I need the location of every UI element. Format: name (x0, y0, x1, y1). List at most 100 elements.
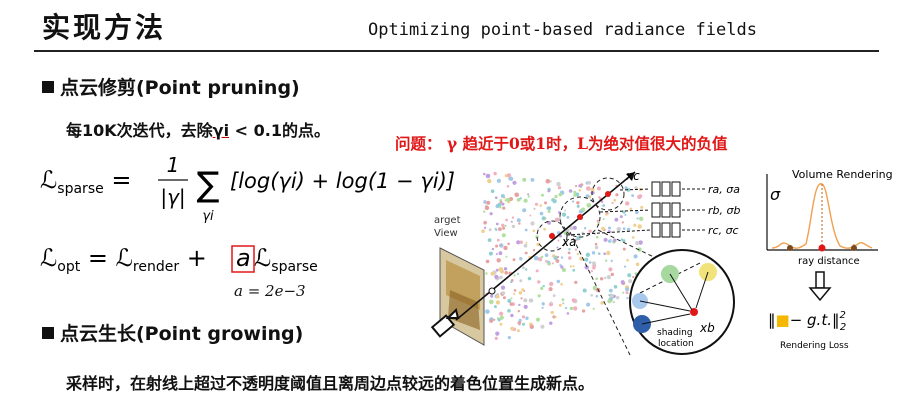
cloud-point (556, 279, 560, 284)
cloud-point (571, 298, 576, 303)
cloud-point (635, 241, 640, 246)
cloud-point (513, 289, 517, 292)
shading-label-1: shading (657, 328, 693, 338)
cloud-point (556, 246, 559, 249)
cloud-point (569, 265, 573, 268)
point-nerf-figure: arget View xc xa ra, (430, 168, 893, 356)
cloud-point (635, 210, 639, 215)
cloud-point (483, 226, 487, 229)
cloud-point (550, 301, 553, 304)
cloud-point (513, 292, 516, 295)
cloud-point (573, 193, 577, 197)
cloud-point (565, 240, 568, 243)
cloud-point (512, 258, 516, 262)
cloud-point (523, 298, 528, 303)
cloud-point (598, 196, 601, 199)
cloud-point (490, 271, 495, 276)
cloud-point (622, 247, 626, 251)
cloud-point (533, 256, 539, 261)
cloud-point (495, 300, 501, 305)
cloud-point (595, 235, 599, 239)
cloud-point (528, 298, 533, 303)
bullet-square-icon (42, 80, 54, 93)
cloud-point (498, 251, 503, 256)
cloud-point (557, 239, 560, 242)
cloud-point (549, 180, 552, 183)
formula-sum-sub: γi (202, 209, 214, 224)
cloud-point (541, 306, 544, 309)
page-title: 实现方法 (42, 11, 167, 44)
pruning-description: 每10K次迭代，去除γi < 0.1的点。 (66, 121, 330, 140)
cloud-point (505, 197, 511, 202)
cloud-point (584, 265, 589, 270)
cloud-point (494, 336, 498, 340)
sparse-loss-formula: ℒsparse = 1 |γ| ∑ γi [log(γi) + log(1 − … (40, 153, 455, 224)
cloud-point (558, 303, 562, 307)
cloud-point (578, 184, 582, 188)
cloud-point (522, 322, 525, 326)
cloud-point (542, 284, 545, 288)
cloud-point (595, 294, 599, 298)
cloud-point (537, 280, 541, 284)
cloud-point (549, 321, 553, 325)
label-ra-sigma: ra, σa (708, 183, 740, 196)
cloud-point (529, 324, 534, 329)
cloud-point (487, 178, 492, 184)
bullet-square-icon (42, 326, 54, 339)
cloud-point (625, 287, 630, 292)
cloud-point (494, 274, 499, 279)
cloud-point (638, 240, 643, 245)
cloud-point (637, 224, 642, 229)
cloud-point (572, 225, 577, 230)
cloud-point (512, 180, 517, 185)
cloud-point (626, 259, 629, 262)
cloud-point (546, 206, 550, 210)
cloud-point (511, 279, 514, 282)
cloud-point (540, 286, 544, 290)
cloud-point (576, 204, 580, 208)
cloud-point (489, 299, 494, 305)
cloud-point (523, 304, 528, 309)
cloud-point (640, 205, 644, 209)
cloud-point (603, 252, 606, 256)
cloud-point (544, 253, 549, 257)
cloud-point (538, 257, 543, 262)
cloud-point (490, 294, 494, 298)
cloud-point (527, 195, 530, 198)
cloud-point (592, 285, 598, 291)
shading-region-c (591, 177, 625, 211)
cloud-point (624, 186, 628, 190)
cloud-point (575, 184, 578, 188)
cloud-point (500, 285, 506, 290)
formula-sum-sign: ∑ (197, 165, 220, 205)
cloud-point (574, 248, 578, 251)
cloud-point (557, 186, 562, 190)
growing-heading-text: 点云生长(Point growing) (60, 323, 304, 345)
cloud-point (551, 262, 554, 265)
cloud-point (569, 226, 574, 231)
pruning-heading: 点云修剪(Point pruning) (42, 73, 300, 100)
cloud-point (495, 294, 500, 299)
cloud-point (636, 217, 639, 220)
cloud-point (529, 214, 532, 217)
cloud-point (596, 186, 601, 191)
cloud-point (585, 252, 591, 257)
cloud-point (633, 254, 638, 259)
growing-heading: 点云生长(Point growing) (42, 319, 303, 346)
cloud-point (507, 336, 511, 340)
cloud-point (601, 200, 604, 203)
cloud-point (502, 206, 506, 210)
cloud-point (539, 204, 542, 207)
cloud-point (524, 251, 528, 255)
cloud-point (568, 256, 572, 260)
page-subtitle: Optimizing point-based radiance fields (368, 20, 757, 40)
formula-frac-num: 1 (167, 153, 180, 177)
cloud-point (507, 298, 512, 303)
cloud-point (582, 309, 586, 313)
cloud-point (634, 186, 638, 190)
cloud-point (527, 276, 532, 281)
cloud-point (608, 288, 613, 293)
cloud-point (573, 306, 578, 311)
cloud-point (592, 261, 596, 266)
cloud-point (499, 206, 502, 209)
